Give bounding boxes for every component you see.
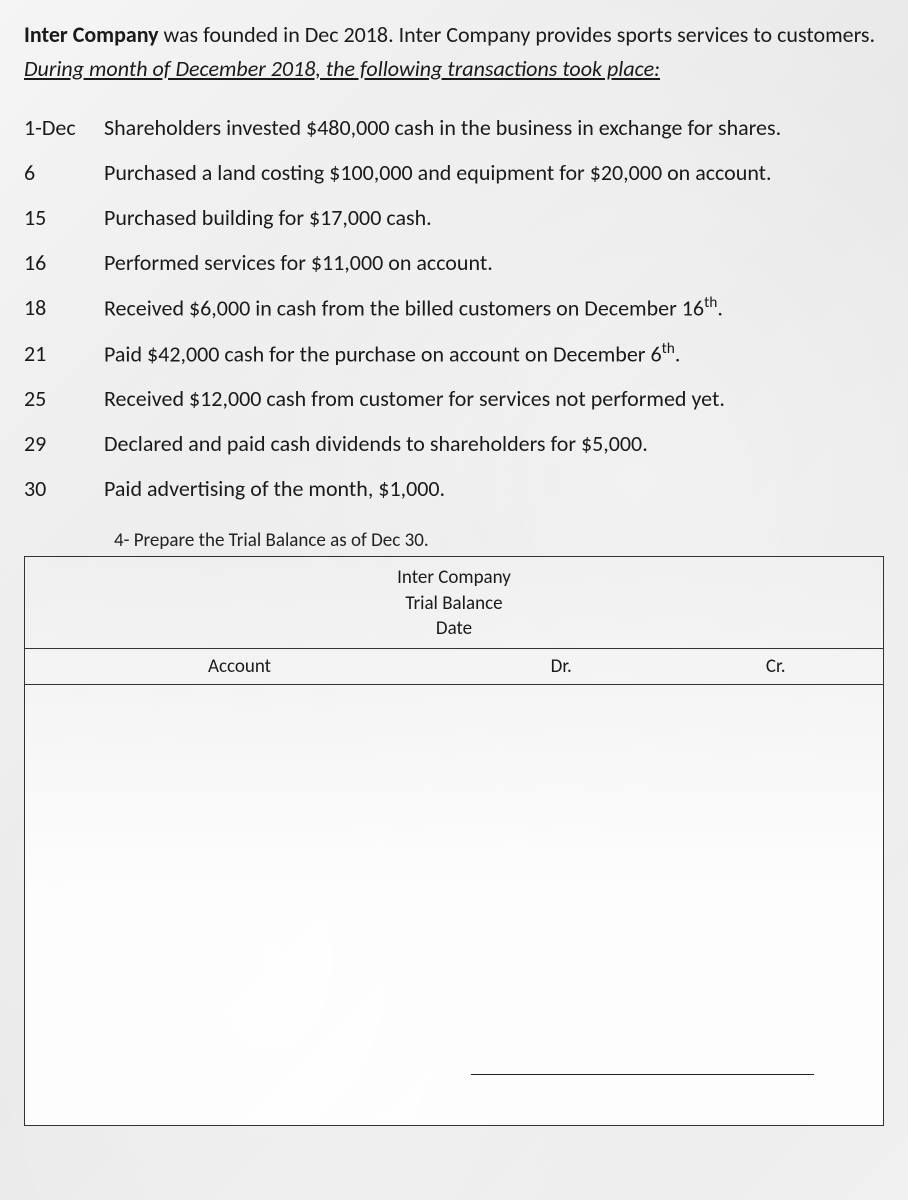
transaction-row: 29 Declared and paid cash dividends to s…: [24, 427, 884, 460]
transaction-row: 16 Performed services for $11,000 on acc…: [24, 246, 884, 279]
transaction-date: 6: [24, 156, 104, 189]
trial-balance-table: Inter Company Trial Balance Date Account…: [24, 556, 884, 1126]
transaction-date: 16: [24, 246, 104, 279]
transaction-desc: Shareholders invested $480,000 cash in t…: [104, 111, 884, 144]
transaction-date: 15: [24, 201, 104, 234]
transaction-desc: Declared and paid cash dividends to shar…: [104, 427, 884, 460]
tb-col-dr: Dr.: [454, 649, 669, 684]
transaction-date: 30: [24, 472, 104, 505]
task-instruction: 4- Prepare the Trial Balance as of Dec 3…: [114, 529, 884, 552]
tb-col-cr: Cr.: [669, 649, 884, 684]
transaction-row: 1-Dec Shareholders invested $480,000 cas…: [24, 111, 884, 144]
trial-balance-header: Inter Company Trial Balance Date: [25, 557, 883, 649]
transaction-desc: Purchased a land costing $100,000 and eq…: [104, 156, 884, 189]
transaction-desc: Paid advertising of the month, $1,000.: [104, 472, 884, 505]
transaction-date: 18: [24, 291, 104, 324]
trial-balance-body: [25, 685, 883, 1125]
transaction-desc: Purchased building for $17,000 cash.: [104, 201, 884, 234]
tb-col-account: Account: [25, 649, 454, 684]
transaction-row: 15 Purchased building for $17,000 cash.: [24, 201, 884, 234]
transaction-desc: Received $12,000 cash from customer for …: [104, 382, 884, 415]
transaction-date: 25: [24, 382, 104, 415]
tb-date-label: Date: [25, 616, 883, 642]
transaction-row: 25 Received $12,000 cash from customer f…: [24, 382, 884, 415]
intro-rest: was founded in Dec 2018. Inter Company p…: [159, 21, 876, 48]
transaction-row: 21 Paid $42,000 cash for the purchase on…: [24, 337, 884, 370]
transaction-date: 21: [24, 337, 104, 370]
transaction-desc: Paid $42,000 cash for the purchase on ac…: [104, 337, 884, 370]
transaction-row: 30 Paid advertising of the month, $1,000…: [24, 472, 884, 505]
transactions-subheading: During month of December 2018, the follo…: [24, 54, 884, 84]
transactions-list: 1-Dec Shareholders invested $480,000 cas…: [24, 111, 884, 505]
transaction-date: 29: [24, 427, 104, 460]
intro-paragraph: Inter Company was founded in Dec 2018. I…: [24, 20, 884, 50]
company-name: Inter Company: [24, 21, 159, 48]
tb-company: Inter Company: [25, 565, 883, 591]
trial-balance-column-headers: Account Dr. Cr.: [25, 649, 883, 685]
tb-total-underline: [471, 1074, 814, 1075]
transaction-desc: Performed services for $11,000 on accoun…: [104, 246, 884, 279]
transaction-row: 18 Received $6,000 in cash from the bill…: [24, 291, 884, 324]
transaction-row: 6 Purchased a land costing $100,000 and …: [24, 156, 884, 189]
transaction-date: 1-Dec: [24, 111, 104, 144]
tb-title: Trial Balance: [25, 591, 883, 617]
transaction-desc: Received $6,000 in cash from the billed …: [104, 291, 884, 324]
